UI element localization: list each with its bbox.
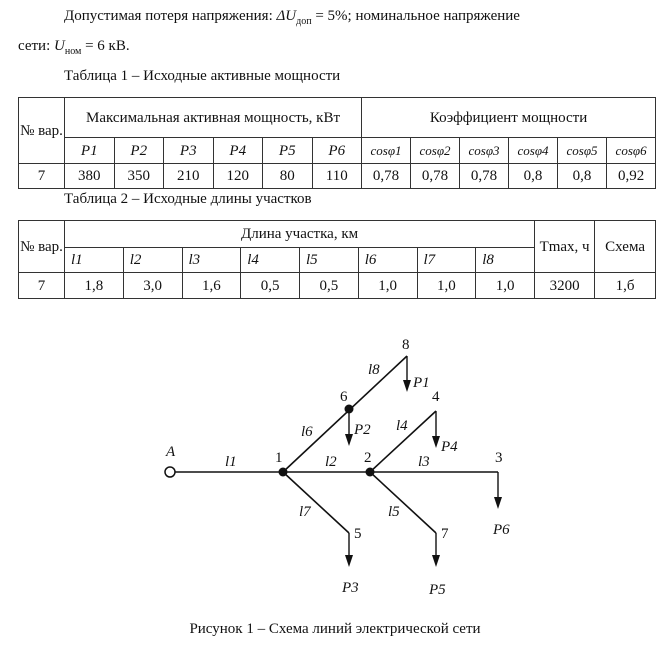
du-symbol: ΔU — [276, 8, 297, 24]
cell: 350 — [113, 163, 164, 189]
label-l6: l6 — [301, 424, 313, 440]
u-sub: ном — [64, 46, 82, 57]
table-1: № вар. Максимальная активная мощность, к… — [18, 97, 657, 189]
label-l1: l1 — [225, 454, 237, 470]
label-node-3: 3 — [495, 450, 503, 466]
scheme-header: Схема — [594, 220, 657, 273]
cell: 1,0 — [475, 272, 536, 299]
col-p3: P3 — [163, 137, 214, 164]
intro-line-2: сети: Uном = 6 кВ. — [18, 38, 130, 57]
cell: 0,78 — [459, 163, 510, 189]
cell: 1,0 — [357, 272, 418, 299]
cell: 1,0 — [416, 272, 477, 299]
col-l6: l6 — [357, 247, 418, 273]
intro-line-1: Допустимая потеря напряжения: ΔUдоп = 5%… — [64, 8, 520, 27]
text: = 5%; номинальное напряжение — [311, 8, 520, 24]
cell: 3200 — [534, 272, 596, 299]
label-node-4: 4 — [432, 389, 440, 405]
branch-2-4 — [369, 410, 437, 473]
label-p2: P2 — [353, 422, 371, 438]
cell: 1,6 — [181, 272, 242, 299]
node-2-dot — [365, 467, 375, 477]
arrowhead — [494, 497, 502, 509]
col-cos5: cosφ5 — [557, 137, 608, 164]
label-l5: l5 — [388, 504, 400, 520]
arrowhead — [432, 555, 440, 567]
label-node-8: 8 — [402, 337, 410, 353]
du-sub: доп — [296, 16, 312, 27]
label-p3: P3 — [341, 580, 359, 596]
label-p1: P1 — [412, 375, 430, 391]
col-l8: l8 — [475, 247, 536, 273]
cell: 0,8 — [557, 163, 608, 189]
branch-1-5 — [282, 471, 350, 534]
variant-header: № вар. — [18, 97, 65, 164]
label-node-1: 1 — [275, 450, 283, 466]
label-l7: l7 — [299, 504, 312, 520]
col-l1: l1 — [64, 247, 124, 273]
cell: 120 — [212, 163, 263, 189]
text: сети: — [18, 38, 54, 54]
label-p4: P4 — [440, 439, 458, 455]
branch-2-7 — [369, 471, 437, 534]
col-p2: P2 — [113, 137, 164, 164]
col-l2: l2 — [122, 247, 183, 273]
label-a: A — [165, 444, 176, 460]
col-p1: P1 — [64, 137, 115, 164]
col-cos2: cosφ2 — [410, 137, 461, 164]
label-l4: l4 — [396, 418, 408, 434]
cell: 7 — [18, 272, 65, 299]
col-l5: l5 — [299, 247, 359, 273]
figure-caption: Рисунок 1 – Схема линий электрической се… — [189, 621, 480, 637]
cell: 0,8 — [508, 163, 559, 189]
node-1-dot — [278, 467, 288, 477]
label-p6: P6 — [492, 522, 510, 538]
cell: 0,78 — [410, 163, 461, 189]
col-cos1: cosφ1 — [361, 137, 412, 164]
source-node-a — [164, 466, 176, 478]
arrowhead — [403, 380, 411, 392]
table-row: 7 380 350 210 120 80 110 0,78 0,78 0,78 … — [18, 163, 657, 189]
node-6-dot — [344, 404, 354, 414]
table1-caption: Таблица 1 – Исходные активные мощности — [64, 68, 341, 84]
label-node-2: 2 — [364, 450, 372, 466]
cell: 80 — [262, 163, 313, 189]
cell: 380 — [64, 163, 115, 189]
arrowhead — [345, 434, 353, 446]
u-symbol: U — [54, 38, 65, 54]
col-cos6: cosφ6 — [606, 137, 657, 164]
table2-caption: Таблица 2 – Исходные длины участков — [64, 191, 312, 207]
label-p5: P5 — [428, 582, 446, 598]
table-row: 7 1,8 3,0 1,6 0,5 0,5 1,0 1,0 1,0 3200 1… — [18, 272, 657, 299]
arrowhead — [432, 436, 440, 448]
tmax-header: Tmax, ч — [534, 220, 596, 273]
arrowhead — [345, 555, 353, 567]
label-node-7: 7 — [441, 526, 449, 542]
label-l3: l3 — [418, 454, 430, 470]
label-node-5: 5 — [354, 526, 362, 542]
label-l8: l8 — [368, 362, 380, 378]
cell: 210 — [163, 163, 214, 189]
text: = 6 кВ. — [81, 38, 130, 54]
cell: 0,5 — [240, 272, 300, 299]
cell: 0,92 — [606, 163, 657, 189]
label-l2: l2 — [325, 454, 337, 470]
cos-header: Коэффициент мощности — [361, 97, 657, 138]
col-cos3: cosφ3 — [459, 137, 510, 164]
branch-1-6-8 — [282, 355, 408, 473]
col-l7: l7 — [416, 247, 477, 273]
cell: 110 — [311, 163, 363, 189]
cell: 0,5 — [299, 272, 359, 299]
cell: 7 — [18, 163, 65, 189]
label-node-6: 6 — [340, 389, 348, 405]
cell: 1,б — [594, 272, 657, 299]
text: Допустимая потеря напряжения: — [64, 8, 277, 24]
cell: 3,0 — [122, 272, 183, 299]
table-2: № вар. Длина участка, км Tmax, ч Схема l… — [18, 220, 657, 299]
col-p5: P5 — [262, 137, 313, 164]
